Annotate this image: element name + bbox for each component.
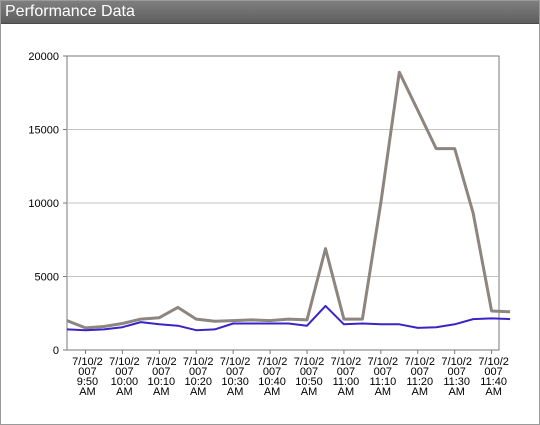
chart-panel: 0 5000 10000 15000 20000 7/10/2 007 9:50 AM 7/10…	[1, 24, 539, 424]
x-tick-label: 7/10/2 007 11:30 AM	[441, 356, 472, 398]
x-tick-label-line: AM	[153, 386, 170, 398]
x-tick-label: 7/10/2 007 10:40 AM	[257, 356, 288, 398]
x-tick-label: 7/10/2 007 10:10 AM	[146, 356, 177, 398]
x-tick-label-line: 7/10/2	[72, 356, 103, 368]
x-tick-label-line: 7/10/2	[146, 356, 177, 368]
x-tick-label-line: 007	[115, 366, 133, 378]
x-tick-label-line: 7/10/2	[257, 356, 288, 368]
x-tick-label-line: 11:10	[369, 376, 396, 388]
y-tick-label: 0	[53, 345, 59, 357]
x-tick-label: 7/10/2 007 11:20 AM	[404, 356, 435, 398]
x-axis: 7/10/2 007 9:50 AM7/10/2 007 10:00 AM7/10/2 007…	[72, 350, 509, 398]
x-tick-label-line: 007	[189, 366, 207, 378]
x-tick-label-line: AM	[338, 386, 355, 398]
x-tick-label-line: 007	[411, 366, 429, 378]
x-tick-label-line: 007	[152, 366, 170, 378]
x-tick-label-line: 7/10/2	[368, 356, 399, 368]
title-bar: Performance Data	[1, 1, 539, 24]
x-tick-label-line: 10:40	[258, 376, 286, 388]
x-tick-label-line: 7/10/2	[109, 356, 140, 368]
x-tick-label-line: 11:40	[480, 376, 507, 388]
x-tick-label-line: 7/10/2	[331, 356, 362, 368]
x-tick-label: 7/10/2 007 11:40 AM	[478, 356, 509, 398]
x-tick-label-line: AM	[264, 386, 281, 398]
series-group	[66, 70, 511, 332]
x-tick-label: 7/10/2 007 11:00 AM	[331, 356, 362, 398]
x-tick-label-line: 7/10/2	[404, 356, 435, 368]
x-tick-label-line: 9:50	[77, 376, 98, 388]
y-tick-label: 15000	[28, 125, 59, 137]
x-tick-label-line: 10:00	[111, 376, 139, 388]
x-tick-label-line: 7/10/2	[441, 356, 472, 368]
y-tick-label: 10000	[28, 198, 59, 210]
series-line-1	[66, 70, 511, 330]
x-tick-label-line: 10:20	[184, 376, 212, 388]
x-tick-label-line: 007	[374, 366, 392, 378]
x-tick-label: 7/10/2 007 10:50 AM	[294, 356, 325, 398]
x-tick-label-line: AM	[190, 386, 207, 398]
x-tick-label-line: AM	[448, 386, 465, 398]
x-tick-label: 7/10/2 007 10:20 AM	[183, 356, 214, 398]
x-tick-label-line: AM	[412, 386, 429, 398]
x-tick-label: 7/10/2 007 10:30 AM	[220, 356, 251, 398]
x-tick-label-line: AM	[375, 386, 392, 398]
x-tick-label-line: 7/10/2	[294, 356, 325, 368]
x-tick-label-line: 007	[78, 366, 96, 378]
x-tick-label: 7/10/2 007 9:50 AM	[72, 356, 103, 398]
x-tick-label-line: 10:10	[148, 376, 176, 388]
x-tick-label-line: AM	[301, 386, 318, 398]
x-tick-label-line: 7/10/2	[220, 356, 251, 368]
x-tick-label-line: 11:00	[333, 376, 360, 388]
x-tick-label-line: 007	[337, 366, 355, 378]
x-tick-label-line: 007	[484, 366, 502, 378]
x-tick-label-line: AM	[227, 386, 244, 398]
x-tick-label-line: 11:30	[443, 376, 470, 388]
x-tick-label-line: 7/10/2	[478, 356, 509, 368]
x-tick-label-line: 10:50	[295, 376, 323, 388]
x-tick-label: 7/10/2 007 11:10 AM	[368, 356, 399, 398]
x-tick-label-line: 007	[263, 366, 281, 378]
x-tick-label-line: 11:20	[406, 376, 433, 388]
x-tick-label-line: 10:30	[221, 376, 249, 388]
x-tick-label-line: AM	[116, 386, 133, 398]
y-axis: 0 5000 10000 15000 20000	[28, 51, 67, 357]
x-tick-label-line: 7/10/2	[183, 356, 214, 368]
x-tick-label-line: AM	[79, 386, 96, 398]
x-tick-label-line: AM	[485, 386, 502, 398]
y-tick-label: 5000	[35, 272, 59, 284]
x-tick-label-line: 007	[226, 366, 244, 378]
window-title: Performance Data	[5, 3, 135, 20]
x-tick-label-line: 007	[448, 366, 466, 378]
x-tick-label: 7/10/2 007 10:00 AM	[109, 356, 140, 398]
x-tick-label-line: 007	[300, 366, 318, 378]
series-line-2	[66, 304, 511, 332]
y-tick-label: 20000	[28, 51, 59, 63]
